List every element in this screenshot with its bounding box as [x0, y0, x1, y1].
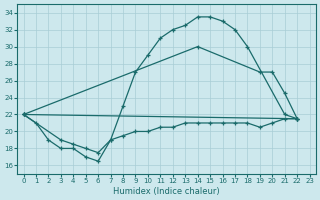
X-axis label: Humidex (Indice chaleur): Humidex (Indice chaleur) — [113, 187, 220, 196]
